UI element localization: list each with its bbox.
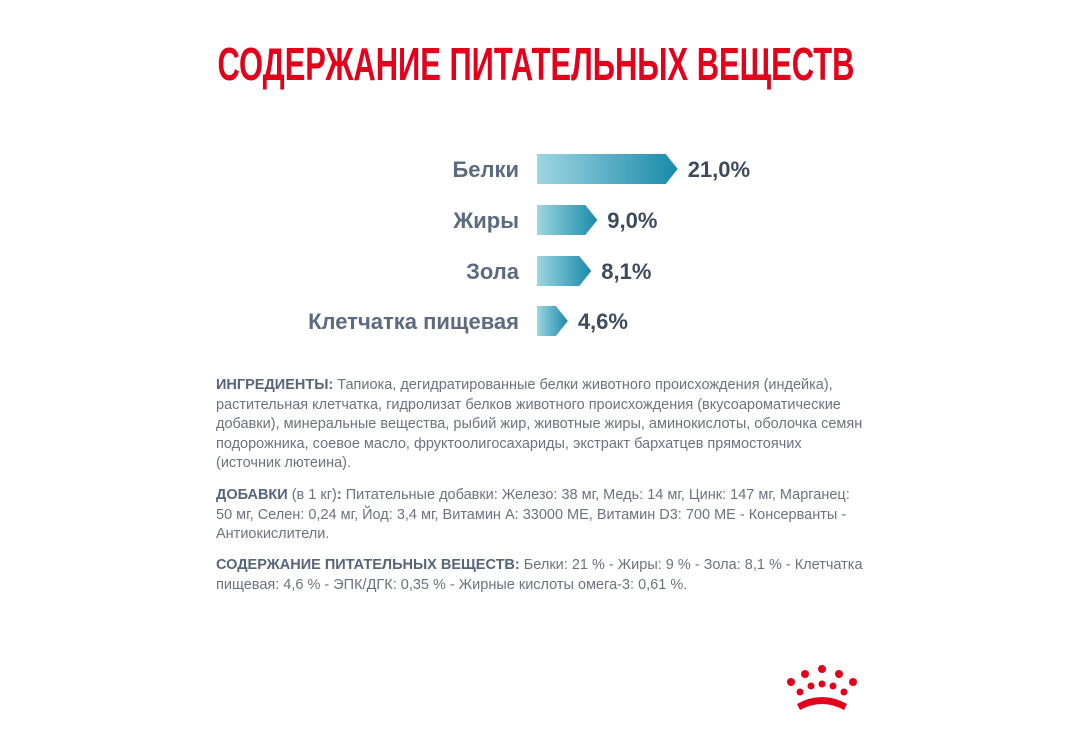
colon: : [336, 487, 342, 503]
bar [537, 256, 592, 286]
bar [537, 306, 568, 336]
category-label: Клетчатка пищевая [308, 309, 519, 334]
value-label: 8,1% [601, 259, 651, 284]
body: Белки: 21 % - Жиры: 9 % - Зола: 8,1 % - … [216, 557, 863, 593]
category-label: Жиры [452, 208, 519, 233]
bar [537, 154, 678, 184]
value-label: 4,6% [578, 309, 628, 334]
note: (в 1 кг) [287, 487, 337, 503]
bar [537, 205, 598, 235]
label: СОДЕРЖАНИЕ ПИТАТЕЛЬНЫХ ВЕЩЕСТВ: [216, 557, 520, 573]
body: Питательные добавки: Железо: 38 мг, Медь… [216, 487, 850, 543]
chart-title: СОДЕРЖАНИЕ ПИТАТЕЛЬНЫХ ВЕЩЕСТВ [218, 38, 855, 90]
additives: ДОБАВКИ (в 1 кг): Питательные добавки: Ж… [216, 486, 866, 545]
label: ИНГРЕДИЕНТЫ: [216, 377, 334, 393]
category-label: Зола [466, 259, 520, 284]
ingredients: ИНГРЕДИЕНТЫ: Тапиока, дегидратированные … [216, 376, 866, 474]
category-label: Белки [452, 157, 519, 182]
logo [787, 665, 857, 710]
value-label: 21,0% [688, 157, 750, 182]
label: ДОБАВКИ [216, 487, 288, 503]
nutrients: СОДЕРЖАНИЕ ПИТАТЕЛЬНЫХ ВЕЩЕСТВ: Белки: 2… [216, 556, 866, 595]
body: Тапиока, дегидратированные белки животно… [216, 377, 863, 472]
value-label: 9,0% [607, 208, 657, 233]
